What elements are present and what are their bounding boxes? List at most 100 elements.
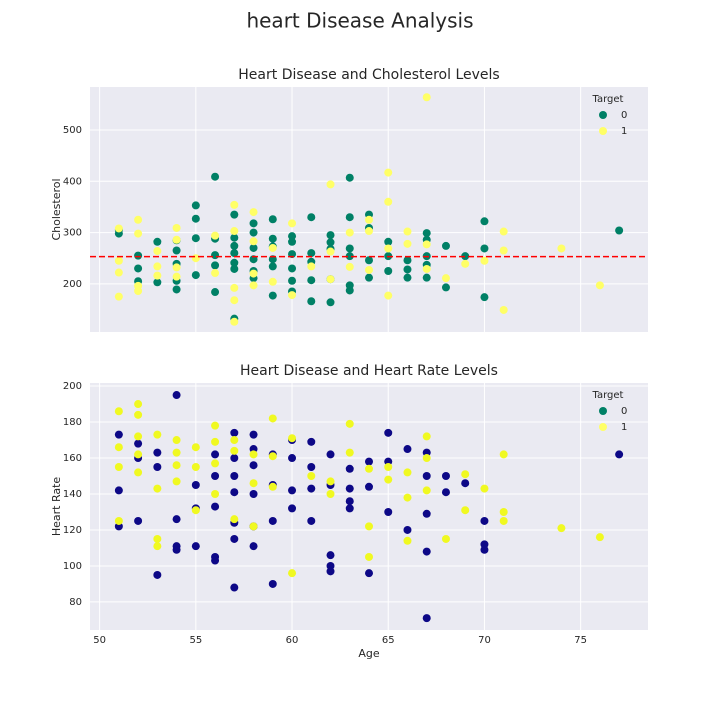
point — [288, 454, 297, 463]
figure-title: heart Disease Analysis — [246, 9, 473, 33]
point — [172, 515, 181, 524]
point — [461, 259, 470, 268]
point — [230, 241, 239, 250]
plot-area — [90, 87, 648, 332]
point — [345, 262, 354, 271]
point — [326, 477, 335, 486]
point — [249, 461, 258, 470]
point — [153, 570, 162, 579]
point — [114, 516, 123, 525]
point — [191, 481, 200, 490]
point — [326, 180, 335, 189]
point — [441, 472, 450, 481]
point — [365, 215, 373, 224]
y-axis-label: Heart Rate — [50, 477, 63, 537]
point — [345, 252, 354, 261]
y-tick-label: 100 — [63, 561, 82, 572]
point — [191, 506, 200, 515]
point — [268, 262, 277, 271]
point — [422, 229, 431, 238]
point — [172, 272, 181, 281]
point — [268, 234, 277, 243]
point — [153, 237, 162, 246]
point — [172, 263, 181, 272]
point — [307, 463, 316, 472]
point — [230, 472, 239, 481]
x-tick-label: 70 — [478, 635, 491, 646]
point — [268, 452, 277, 461]
point — [307, 472, 316, 481]
point — [288, 434, 297, 443]
point — [441, 283, 450, 292]
point — [172, 285, 181, 294]
point — [365, 273, 373, 282]
point — [615, 450, 624, 459]
point — [326, 238, 335, 247]
point — [480, 516, 489, 525]
point — [134, 516, 143, 525]
point — [211, 502, 220, 511]
point — [499, 507, 508, 516]
legend-title: Target — [592, 390, 624, 401]
chart-title: Heart Disease and Heart Rate Levels — [240, 363, 498, 379]
point — [230, 258, 239, 267]
point — [230, 210, 239, 219]
point — [230, 227, 239, 236]
point — [480, 293, 489, 302]
point — [384, 463, 393, 472]
point — [230, 515, 239, 524]
point — [461, 252, 470, 261]
x-tick-label: 55 — [189, 635, 202, 646]
point — [172, 545, 181, 554]
point — [326, 489, 335, 498]
point — [134, 468, 143, 477]
point — [365, 569, 373, 578]
point — [422, 432, 431, 441]
y-axis-label: Cholesterol — [50, 178, 63, 240]
point — [211, 421, 220, 430]
point — [615, 226, 624, 235]
point — [480, 545, 489, 554]
legend-title: Target — [592, 94, 624, 105]
point — [172, 246, 181, 255]
point — [345, 497, 354, 506]
point — [403, 525, 412, 534]
point — [422, 93, 431, 102]
y-tick-label: 300 — [63, 228, 82, 239]
point — [211, 472, 220, 481]
point — [595, 281, 604, 290]
point — [384, 168, 393, 177]
legend-marker — [599, 111, 607, 119]
point — [191, 463, 200, 472]
point — [153, 448, 162, 457]
point — [134, 251, 143, 260]
point — [326, 275, 335, 284]
point — [230, 283, 239, 292]
point — [441, 274, 450, 283]
point — [384, 291, 393, 300]
point — [268, 277, 277, 286]
point — [422, 240, 431, 249]
point — [172, 461, 181, 470]
legend-marker — [599, 423, 607, 431]
point — [326, 567, 335, 576]
point — [288, 276, 297, 285]
point — [153, 262, 162, 271]
point — [422, 547, 431, 556]
point — [480, 256, 489, 265]
point — [230, 446, 239, 455]
point — [345, 244, 354, 253]
point — [403, 468, 412, 477]
point — [211, 261, 220, 270]
point — [557, 244, 566, 253]
point — [211, 231, 220, 240]
point — [191, 201, 200, 210]
point — [345, 448, 354, 457]
point — [384, 267, 393, 276]
point — [230, 488, 239, 497]
point — [268, 291, 277, 300]
point — [268, 215, 277, 224]
legend-label: 1 — [621, 126, 627, 137]
legend-marker — [599, 127, 607, 135]
